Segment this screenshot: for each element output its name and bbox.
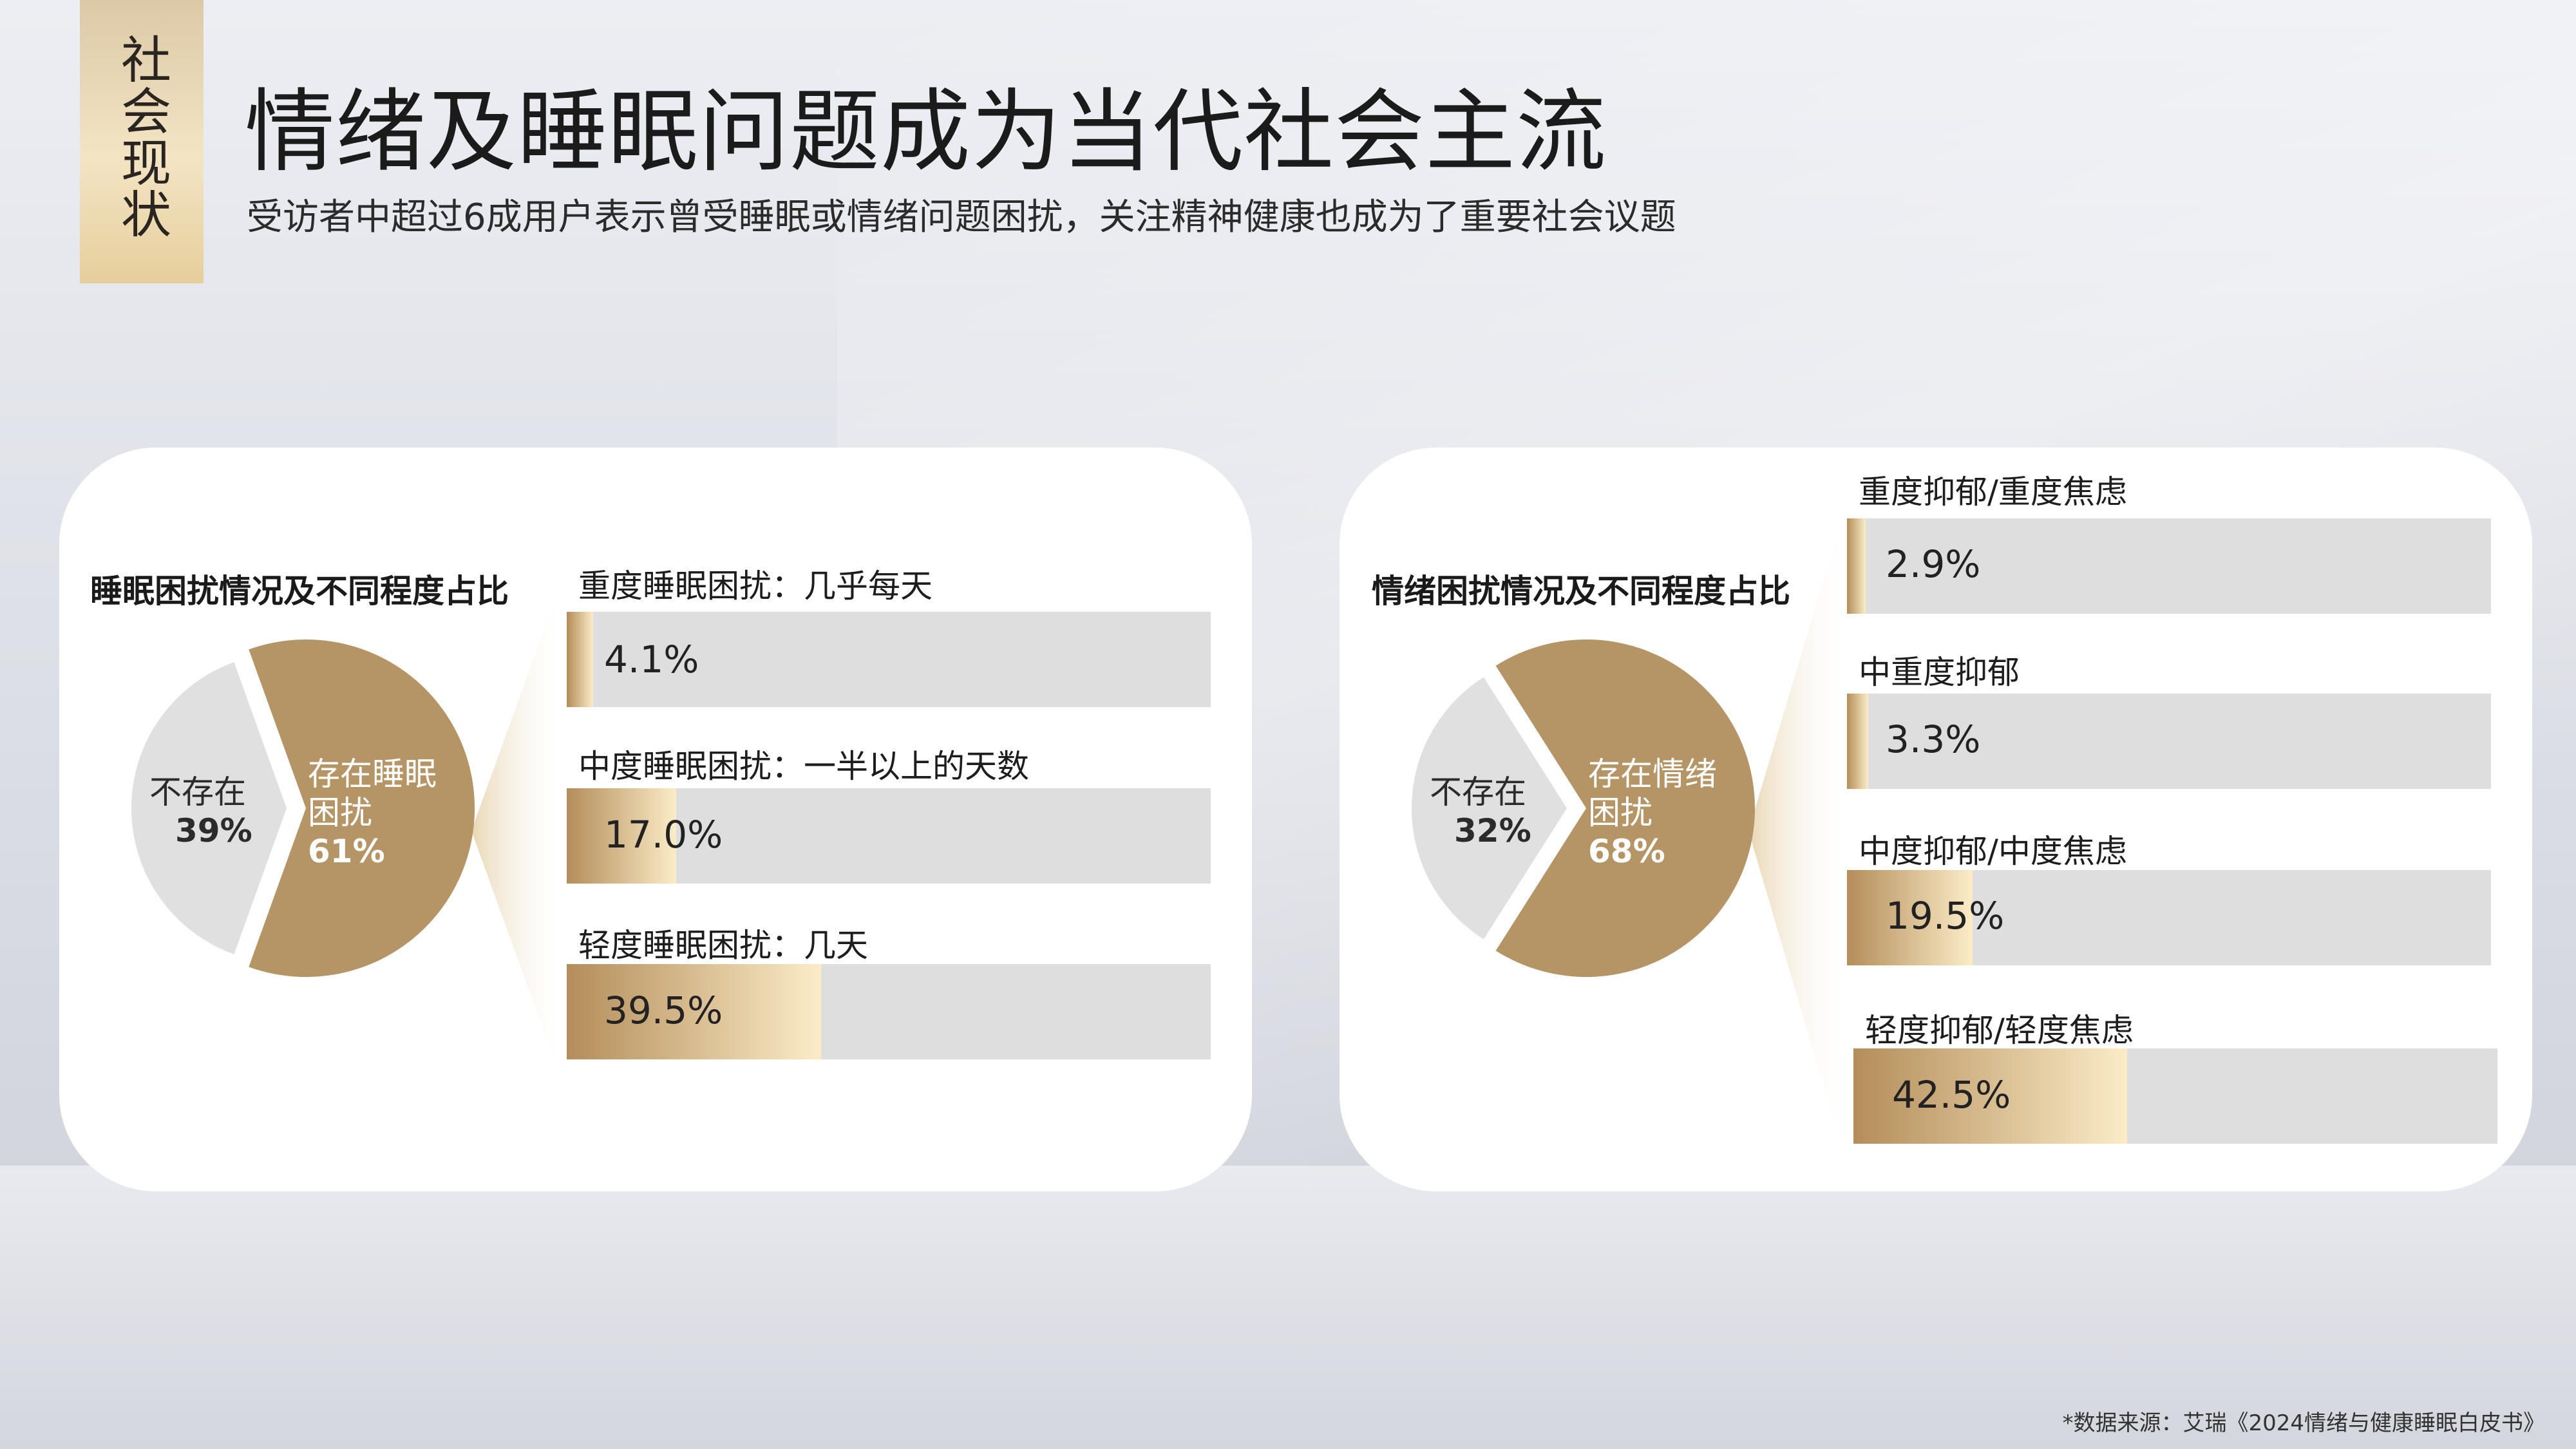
section-tag: 社会现状 [80,0,204,283]
emotion-bar-fill-0 [1847,518,1866,614]
emotion-bars [1847,518,2497,1144]
emotion-pie-yes-value: 68% [1588,833,1665,870]
sleep-pie-yes-value: 61% [308,833,385,870]
emotion-bar-label-mild: 轻度抑郁/轻度焦虑 [1865,1012,2134,1049]
emotion-bar-label-moderate: 中度抑郁/中度焦虑 [1859,833,2127,870]
sleep-bar-label-moderate: 中度睡眠困扰：一半以上的天数 [578,748,1029,785]
emotion-bar-track-0 [1847,518,2491,614]
sleep-bar-value-severe: 4.1% [604,638,699,681]
sleep-pie-slice-yes [249,639,475,977]
emotion-bar-track-1 [1847,694,2491,789]
emotion-pie-no-label: 不存在 32% [1430,773,1531,850]
sleep-pie-yes-label-line2: 困扰 [308,794,372,831]
background-floor [0,1166,2576,1449]
sleep-pie-no-label: 不存在 39% [149,773,252,850]
sleep-bar-track-0 [567,612,1211,707]
sleep-bar-fill-0 [567,612,593,707]
emotion-pie-no-label-text: 不存在 [1430,773,1526,811]
emotion-bar-fill-1 [1847,694,1868,789]
emotion-bar-fill-2 [1847,870,1973,965]
sleep-pie-slice-no [131,662,287,954]
emotion-bar-value-moderate: 19.5% [1886,894,2005,938]
data-source-footnote: *数据来源：艾瑞《2024情绪与健康睡眠白皮书》 [2062,1410,2545,1436]
sleep-bar-value-mild: 39.5% [604,989,723,1032]
sleep-pie-no-value: 39% [175,812,252,849]
sleep-breakdown-connector [471,567,567,1095]
emotion-bar-value-mod-severe: 3.3% [1886,717,1981,761]
sleep-chart-title: 睡眠困扰情况及不同程度占比 [90,573,509,610]
sleep-bar-fill-1 [567,788,676,884]
emotion-pie-yes-label-line1: 存在情绪 [1588,755,1717,793]
sleep-bars [567,612,1211,1059]
emotion-pie-slice-no [1411,677,1567,940]
emotion-bar-fill-3 [1853,1048,2127,1144]
emotion-breakdown-connector [1748,502,1847,1166]
emotion-bar-value-mild: 42.5% [1892,1073,2011,1117]
emotion-pie [1411,639,1756,977]
sleep-pie-no-label-text: 不存在 [149,773,246,811]
sleep-bar-label-severe: 重度睡眠困扰：几乎每天 [578,567,933,605]
emotion-bar-label-severe: 重度抑郁/重度焦虑 [1859,473,2127,511]
emotion-pie-yes-label: 存在情绪 困扰 68% [1588,755,1717,871]
sleep-pie-yes-label-line1: 存在睡眠 [308,755,437,793]
emotion-bar-label-mod-severe: 中重度抑郁 [1859,654,2020,691]
sleep-bar-label-mild: 轻度睡眠困扰：几天 [578,927,868,964]
emotion-bar-value-severe: 2.9% [1886,542,1981,586]
emotion-pie-slice-yes [1495,639,1756,977]
sleep-pie-yes-label: 存在睡眠 困扰 61% [308,755,437,871]
emotion-pie-yes-label-line2: 困扰 [1588,794,1653,831]
page-subtitle: 受访者中超过6成用户表示曾受睡眠或情绪问题困扰，关注精神健康也成为了重要社会议题 [247,196,1676,238]
emotion-pie-no-value: 32% [1454,812,1531,849]
emotion-chart-title: 情绪困扰情况及不同程度占比 [1372,573,1790,610]
sleep-pie [131,639,475,977]
page-title: 情绪及睡眠问题成为当代社会主流 [245,80,1607,185]
section-tag-label: 社会现状 [113,33,171,240]
sleep-bar-value-moderate: 17.0% [604,813,723,857]
sleep-bar-fill-2 [567,964,821,1059]
